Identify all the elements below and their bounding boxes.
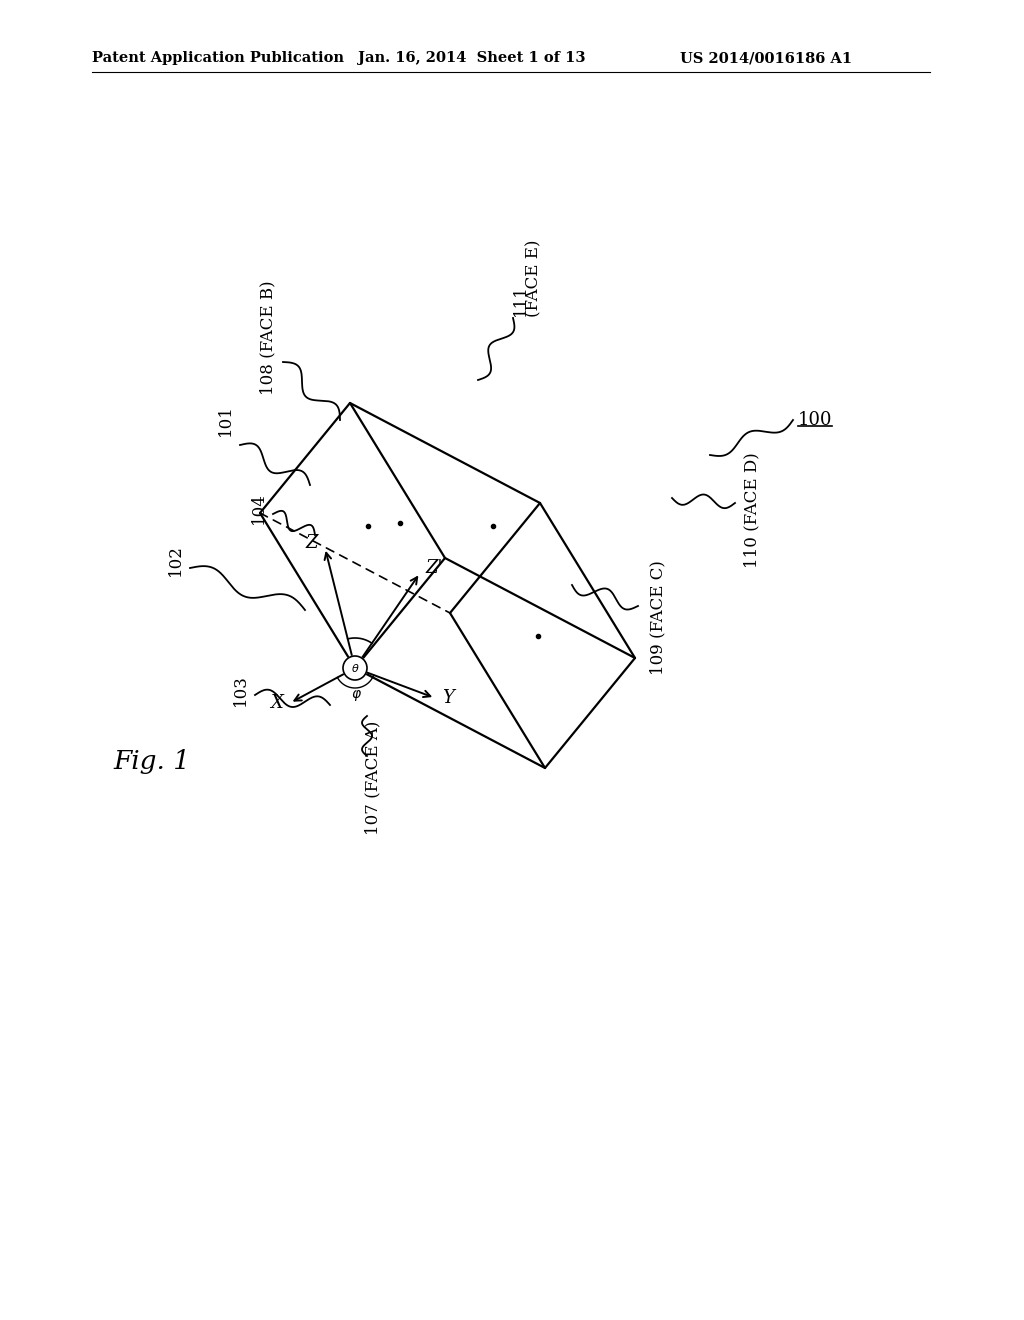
Text: X: X — [270, 694, 284, 711]
Text: 103: 103 — [231, 675, 249, 706]
Text: Z': Z' — [425, 558, 442, 577]
Text: US 2014/0016186 A1: US 2014/0016186 A1 — [680, 51, 852, 65]
Text: $\theta$: $\theta$ — [350, 663, 359, 675]
Text: Patent Application Publication: Patent Application Publication — [92, 51, 344, 65]
Text: 108 (FACE B): 108 (FACE B) — [259, 281, 276, 395]
Text: Jan. 16, 2014  Sheet 1 of 13: Jan. 16, 2014 Sheet 1 of 13 — [358, 51, 586, 65]
Text: 107 (FACE A): 107 (FACE A) — [365, 721, 382, 836]
Text: 100: 100 — [798, 411, 833, 429]
Circle shape — [343, 656, 367, 680]
Text: 109 (FACE C): 109 (FACE C) — [649, 561, 667, 676]
Text: Fig. 1: Fig. 1 — [114, 750, 190, 775]
Text: $\varphi$: $\varphi$ — [351, 689, 362, 704]
Text: 110 (FACE D): 110 (FACE D) — [743, 453, 761, 568]
Text: Y: Y — [442, 689, 454, 708]
Text: 104: 104 — [250, 492, 266, 524]
Text: 102: 102 — [167, 544, 183, 576]
Text: (FACE E): (FACE E) — [525, 239, 543, 317]
Text: Z: Z — [306, 535, 318, 552]
Text: 111: 111 — [512, 284, 528, 315]
Text: 101: 101 — [216, 404, 233, 436]
